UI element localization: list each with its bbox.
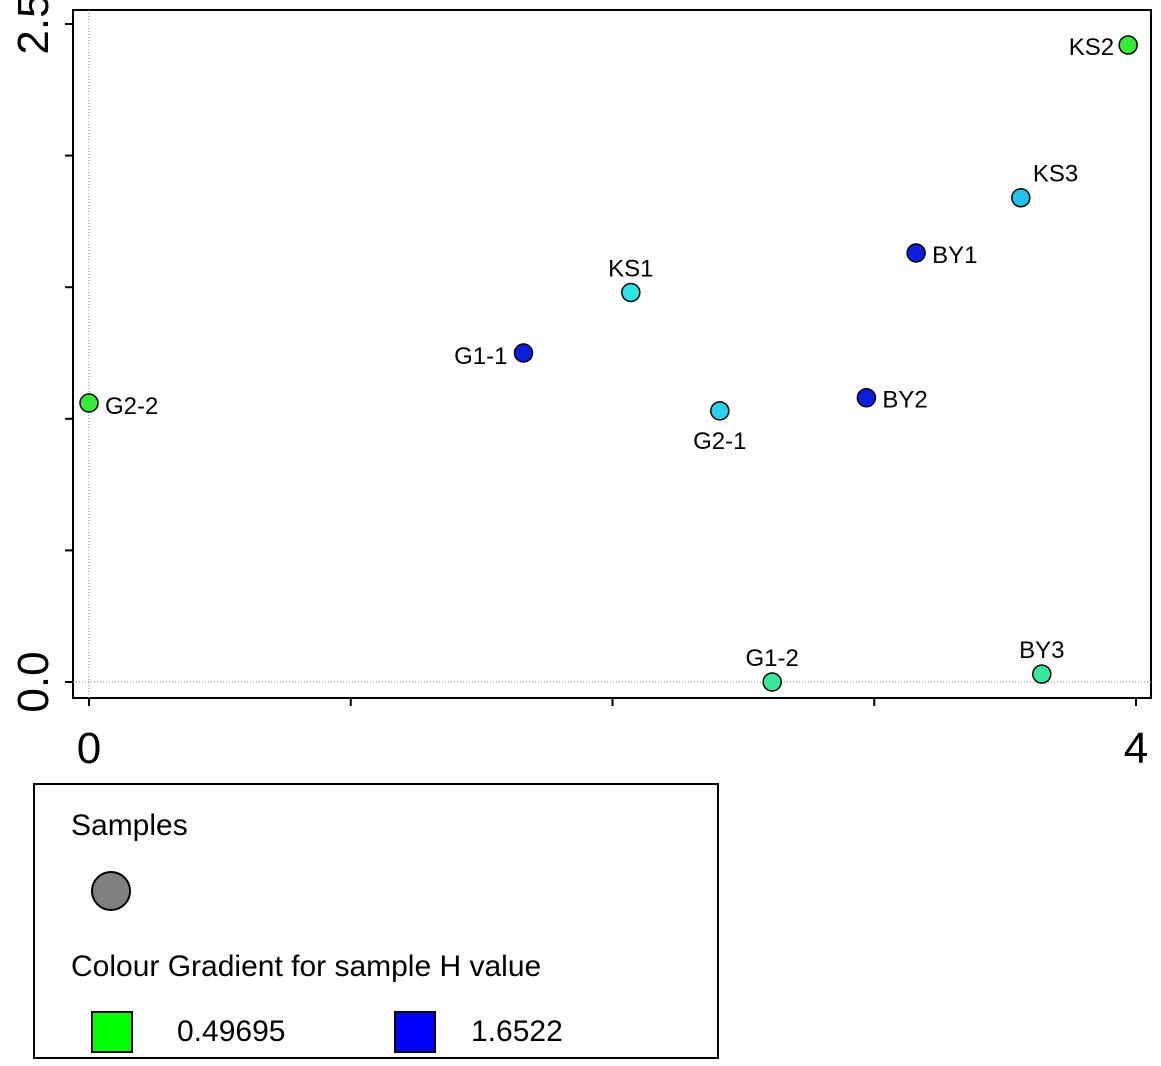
legend-high-value: 1.6522 — [471, 1015, 563, 1048]
point-label: KS1 — [608, 255, 653, 282]
y-tick-label: 0.0 — [9, 651, 58, 712]
plot-frame — [72, 9, 1152, 699]
data-point — [762, 672, 782, 692]
data-point — [1011, 187, 1031, 208]
legend-swatch-low — [91, 1011, 133, 1053]
point-label: G1-1 — [454, 343, 507, 370]
legend-gradient-title: Colour Gradient for sample H value — [71, 950, 542, 983]
data-point — [513, 343, 534, 363]
point-label: KS2 — [1069, 34, 1114, 61]
points: KS2 KS3 BY1 KS1 G1-1 G2-2 BY2 G2-1 G1-2 BY3 — [79, 34, 1138, 692]
legend: Samples Colour Gradient for sample H val… — [33, 783, 719, 1059]
point-label: G2-1 — [693, 428, 746, 455]
data-point — [856, 387, 877, 408]
scatter-plot: 0 4 0.0 2.5 KS2 KS3 BY1 KS1 G1-1 G2-2 BY2 G2-1 G1-2… — [9, 0, 1152, 773]
data-point — [906, 243, 926, 263]
x-tick-label: 0 — [77, 724, 101, 773]
point-label: G2-2 — [105, 393, 158, 420]
data-point — [621, 282, 641, 303]
x-tick-label: 4 — [1124, 724, 1148, 773]
point-label: BY3 — [1019, 637, 1064, 664]
legend-title: Samples — [71, 809, 188, 842]
legend-marker-icon — [91, 871, 131, 911]
legend-low-value: 0.49695 — [177, 1015, 286, 1048]
data-point — [710, 401, 730, 421]
legend-swatch-high — [394, 1011, 436, 1053]
data-point — [1032, 664, 1052, 684]
axes: 0 4 0.0 2.5 — [9, 0, 1152, 773]
point-label: BY1 — [932, 242, 977, 269]
data-point — [79, 393, 99, 413]
y-tick-label: 2.5 — [9, 0, 58, 55]
point-label: KS3 — [1033, 161, 1078, 188]
data-point — [1118, 35, 1138, 55]
point-label: BY2 — [882, 387, 927, 414]
point-label: G1-2 — [745, 645, 798, 672]
